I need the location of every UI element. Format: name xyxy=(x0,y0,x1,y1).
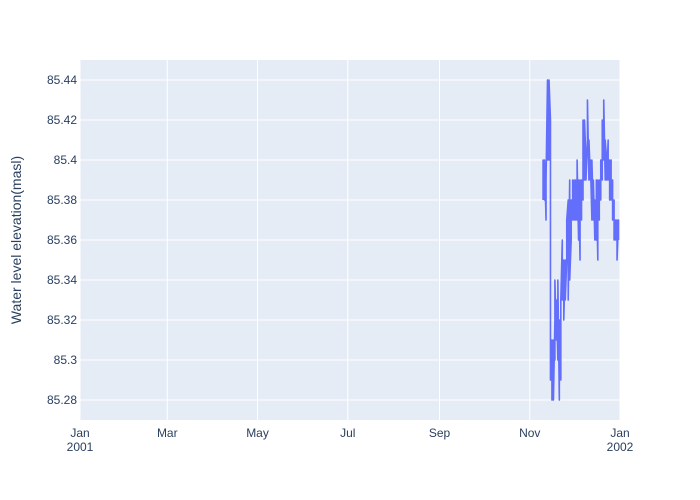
y-gridlines xyxy=(80,79,620,401)
x-tick-label: Jan xyxy=(610,426,629,440)
x-tick-label: Sep xyxy=(429,426,451,440)
y-tick-label: 85.36 xyxy=(47,233,77,247)
x-tick-label: May xyxy=(246,426,269,440)
x-tick-year-label: 2001 xyxy=(67,440,94,454)
y-axis-title: Water level elevation(masl) xyxy=(8,156,24,324)
y-tick-label: 85.32 xyxy=(47,313,77,327)
series-layer xyxy=(542,79,620,401)
y-tick-label: 85.34 xyxy=(47,273,77,287)
x-tick-label: Nov xyxy=(519,426,540,440)
y-tick-label: 85.3 xyxy=(54,353,78,367)
y-tick-label: 85.38 xyxy=(47,193,77,207)
x-tick-label: Mar xyxy=(157,426,178,440)
x-tick-year-label: 2002 xyxy=(607,440,634,454)
series-line xyxy=(542,79,620,401)
y-tick-label: 85.4 xyxy=(54,153,78,167)
y-tick-label: 85.42 xyxy=(47,113,77,127)
y-tick-label: 85.44 xyxy=(47,73,77,87)
x-tick-label: Jan xyxy=(70,426,89,440)
y-tick-labels: 85.28 85.3 85.32 85.34 85.36 85.38 85.4 85.42 85… xyxy=(47,73,77,407)
y-tick-label: 85.28 xyxy=(47,393,77,407)
x-tick-label: Jul xyxy=(340,426,355,440)
